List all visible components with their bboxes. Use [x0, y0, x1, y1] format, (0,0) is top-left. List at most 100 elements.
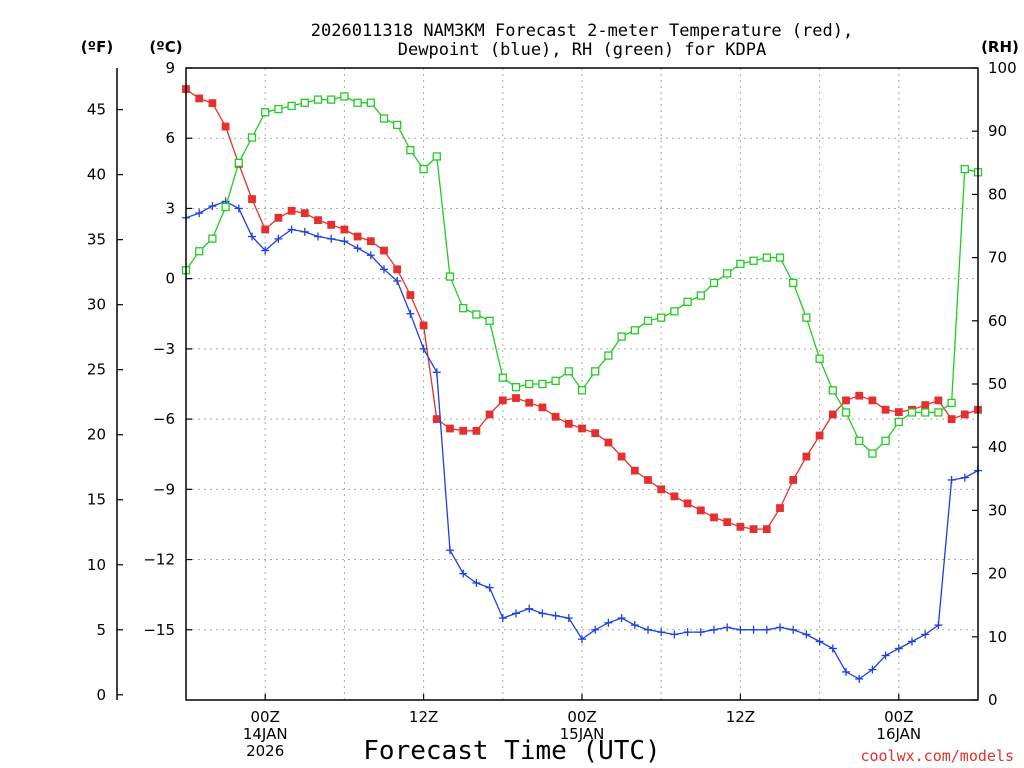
- dewpoint-point: [459, 569, 468, 578]
- dewpoint-point: [789, 625, 798, 634]
- rh-point: [221, 202, 230, 212]
- dewpoint-point: [261, 246, 270, 255]
- dewpoint-point: [881, 651, 890, 660]
- chart-title-line-2: Dewpoint (blue), RH (green) for KDPA: [398, 40, 766, 60]
- temperature-point: [300, 209, 309, 218]
- rh-tick-label: 10: [988, 628, 1007, 646]
- temperature-point: [472, 426, 481, 435]
- rh-point: [828, 386, 837, 395]
- temperature-point: [670, 492, 679, 501]
- temperature-point: [512, 394, 520, 402]
- rh-point: [577, 386, 587, 395]
- rh-point: [907, 408, 917, 417]
- temperature-point: [776, 504, 784, 512]
- dewpoint-point: [736, 625, 745, 634]
- dewpoint-point: [287, 225, 296, 234]
- temperature-point: [960, 410, 969, 419]
- dewpoint-point: [657, 628, 666, 637]
- dewpoint-point: [842, 667, 850, 676]
- dewpoint-point: [604, 618, 613, 627]
- dewpoint-point: [868, 665, 877, 674]
- rh-point: [683, 297, 692, 306]
- dewpoint-point: [762, 625, 771, 634]
- time-tick-label: 00Z: [567, 708, 596, 726]
- temperature-point: [604, 438, 613, 447]
- rh-tick-label: 20: [988, 565, 1007, 583]
- celsius-unit-label: (ºC): [149, 38, 182, 56]
- celsius-tick-label: 9: [165, 59, 175, 77]
- temperature-point: [710, 513, 718, 522]
- temperature-point: [881, 405, 890, 414]
- rh-point: [274, 104, 283, 114]
- temperature-point: [762, 525, 771, 534]
- rh-point: [419, 164, 428, 174]
- fahrenheit-tick-label: 25: [87, 361, 106, 379]
- rh-point: [604, 351, 613, 360]
- temperature-point: [630, 466, 639, 475]
- rh-point: [366, 98, 375, 107]
- time-tick-label: 2026: [246, 742, 284, 760]
- dewpoint-point: [340, 237, 349, 246]
- rh-point: [881, 436, 890, 446]
- temperature-point: [894, 408, 903, 416]
- dewpoint-point: [630, 621, 639, 630]
- time-tick-label: 15JAN: [560, 725, 605, 743]
- dewpoint-point: [300, 227, 309, 236]
- rh-point: [379, 114, 389, 123]
- celsius-tick-label: −6: [153, 410, 175, 428]
- rh-point: [208, 234, 217, 243]
- temperature-point: [564, 419, 573, 428]
- rh-unit-label: (RH): [981, 38, 1019, 56]
- dewpoint-point: [723, 623, 732, 632]
- x-axis-label: Forecast Time (UTC): [363, 736, 660, 766]
- temperature-point: [802, 452, 811, 461]
- dewpoint-point: [591, 625, 600, 634]
- dewpoint-point: [380, 265, 388, 274]
- fahrenheit-tick-label: 40: [87, 166, 106, 184]
- dewpoint-point: [498, 614, 507, 623]
- rh-point: [947, 398, 956, 408]
- dewpoint-point: [670, 630, 679, 639]
- rh-point: [300, 98, 309, 107]
- temperature-point: [657, 485, 666, 494]
- rh-point: [287, 101, 296, 111]
- dewpoint-point: [921, 630, 930, 639]
- dewpoint-point: [551, 611, 560, 620]
- celsius-tick-label: −12: [143, 551, 175, 569]
- temperature-point: [736, 522, 745, 531]
- dewpoint-point: [578, 635, 586, 644]
- temperature-point: [842, 396, 850, 405]
- dewpoint-point: [564, 614, 573, 623]
- dewpoint-point: [749, 625, 758, 634]
- fahrenheit-unit-label: (ºF): [81, 38, 113, 56]
- chart-title-line-1: 2026011318 NAM3KM Forecast 2-meter Tempe…: [311, 21, 853, 41]
- temperature-point: [274, 213, 283, 222]
- temperature-point: [195, 94, 204, 103]
- temperature-point: [485, 410, 494, 419]
- temperature-point: [208, 99, 217, 108]
- dewpoint-point: [960, 473, 969, 482]
- credit-text: coolwx.com/models: [860, 747, 1014, 765]
- temperature-point: [789, 476, 798, 484]
- rh-point: [327, 95, 336, 104]
- temperature-point: [498, 396, 507, 405]
- rh-point: [564, 367, 573, 376]
- dewpoint-point: [683, 628, 692, 637]
- temperature-point: [591, 429, 600, 438]
- dewpoint-point: [525, 604, 534, 613]
- rh-point: [723, 269, 732, 278]
- rh-point: [538, 379, 547, 389]
- rh-point: [657, 313, 666, 322]
- dewpoint-point: [393, 277, 402, 286]
- temperature-point: [749, 525, 758, 534]
- dewpoint-point: [314, 232, 322, 241]
- dewpoint-point: [248, 232, 256, 241]
- dewpoint-point: [908, 637, 916, 646]
- temperature-point: [578, 424, 586, 433]
- dewpoint-point: [406, 309, 415, 318]
- rh-point: [960, 164, 969, 174]
- fahrenheit-tick-label: 30: [87, 296, 106, 314]
- rh-tick-label: 60: [988, 312, 1007, 330]
- dewpoint-point: [485, 583, 494, 592]
